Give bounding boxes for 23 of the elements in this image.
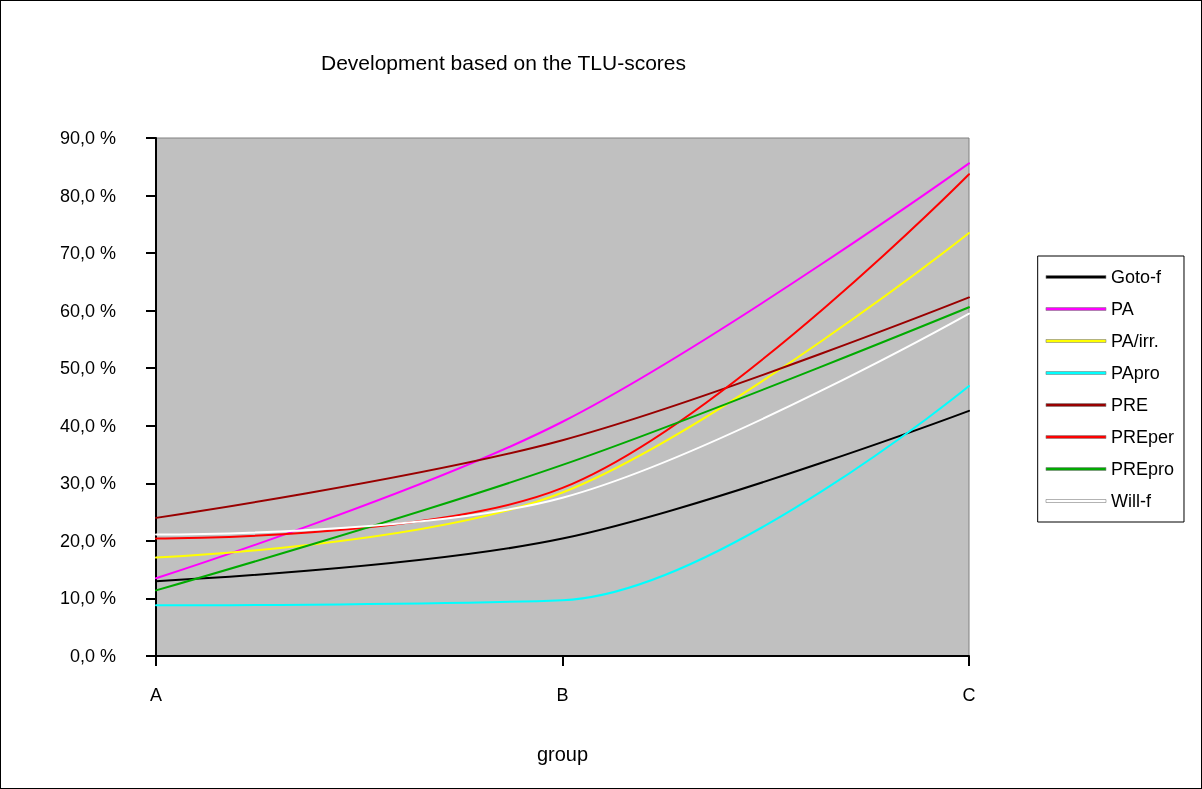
x-tick-label: C: [962, 685, 976, 705]
legend-label: PREper: [1110, 427, 1175, 447]
y-tick-label: 80,0 %: [59, 185, 116, 206]
legend-label: PApro: [1110, 363, 1160, 383]
legend-label: PREpro: [1110, 459, 1174, 479]
y-tick-label: 40,0 %: [59, 415, 116, 436]
x-tick-label: B: [556, 685, 569, 705]
x-axis-title: group: [536, 743, 589, 765]
y-tick-label: 0,0 %: [69, 646, 116, 666]
y-tick-label: 50,0 %: [59, 358, 116, 379]
y-tick-label: 90,0 %: [59, 128, 116, 148]
y-tick-label: 60,0 %: [59, 300, 116, 321]
legend-label: PRE: [1110, 395, 1148, 415]
y-tick-label: 30,0 %: [59, 473, 116, 494]
legend-label: PA/irr.: [1110, 331, 1159, 351]
x-tick-label: A: [149, 685, 163, 705]
y-tick-label: 70,0 %: [59, 243, 116, 264]
y-tick-label: 20,0 %: [59, 530, 116, 551]
y-tick-label: 10,0 %: [59, 588, 116, 609]
legend-label: PA: [1110, 299, 1134, 319]
legend-label: Goto-f: [1110, 267, 1162, 287]
chart-title: Development based on the TLU-scores: [321, 51, 686, 74]
legend-label: Will-f: [1110, 491, 1152, 511]
